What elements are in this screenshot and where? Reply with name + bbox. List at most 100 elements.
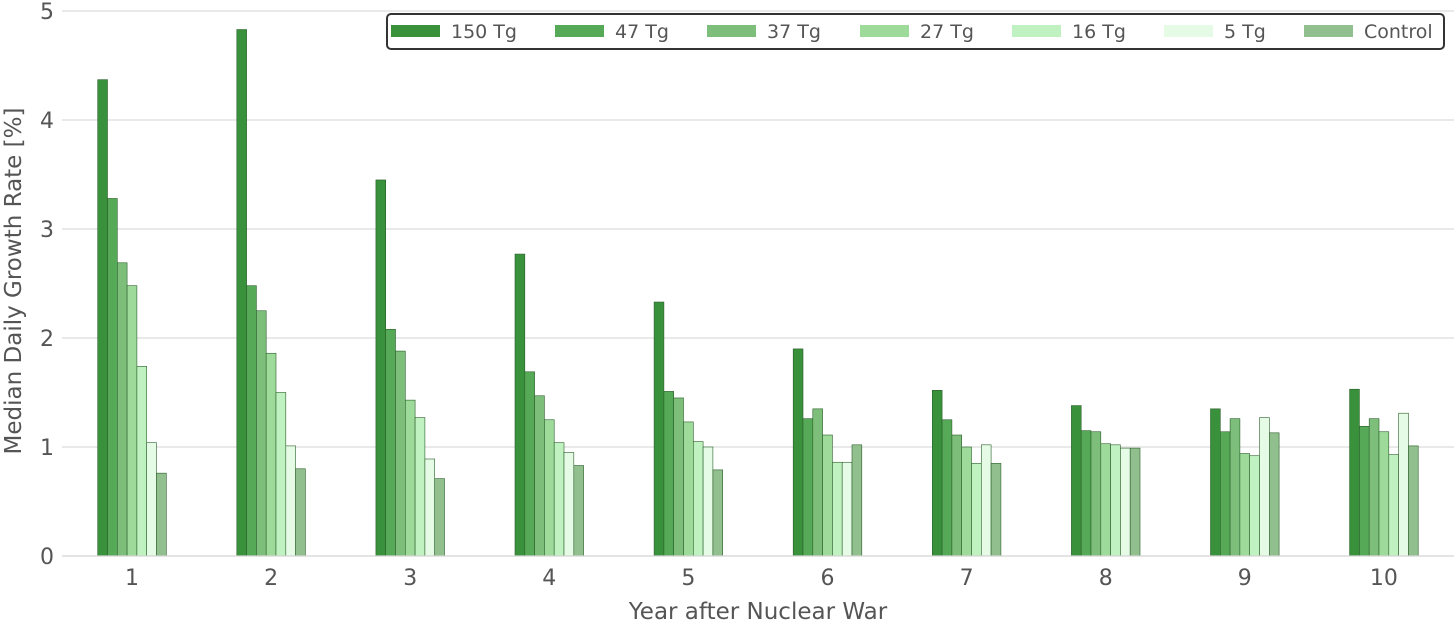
bar (265, 352, 277, 557)
bar-group-year-3 (375, 179, 445, 557)
bar (702, 446, 714, 557)
bar (1229, 418, 1241, 557)
bar-group-year-2 (236, 29, 306, 557)
bar (673, 397, 684, 557)
bar (1100, 443, 1111, 557)
bar (107, 198, 118, 557)
bar (1080, 430, 1092, 557)
bar (951, 434, 963, 557)
bar (385, 328, 396, 557)
bar (563, 452, 575, 557)
bar (653, 301, 665, 557)
bar (424, 458, 435, 557)
bar (1349, 388, 1360, 557)
bar (236, 29, 247, 557)
y-tick-label: 5 (40, 0, 54, 25)
bar (404, 399, 416, 557)
bar (832, 461, 843, 557)
bar-group-year-4 (514, 253, 584, 557)
legend-entry: 5 Tg (1164, 21, 1266, 43)
bar (97, 79, 108, 557)
bar (275, 392, 287, 557)
x-tick-label: 4 (542, 566, 556, 591)
x-tick-label: 9 (1238, 566, 1252, 591)
bar (146, 442, 157, 557)
bar (812, 408, 823, 557)
bar-group-year-7 (931, 390, 1002, 557)
bar (524, 371, 535, 557)
bar-group-year-5 (653, 301, 724, 557)
bar (990, 463, 1002, 557)
legend-entry: 16 Tg (1012, 21, 1126, 43)
bar (156, 472, 167, 557)
legend-swatch (860, 25, 909, 37)
bar (1071, 405, 1082, 557)
bar (246, 285, 257, 557)
bar (1220, 431, 1231, 557)
bar (802, 418, 814, 557)
bar (1368, 418, 1380, 557)
bar (941, 419, 953, 557)
bar (1259, 417, 1270, 557)
x-tick-label: 2 (264, 566, 278, 591)
x-tick-label: 1 (125, 566, 139, 591)
legend-swatch (1164, 25, 1213, 37)
y-tick-labels: 0 1 2 3 4 5 (40, 0, 54, 570)
bar (1269, 432, 1280, 557)
bar (980, 444, 992, 557)
bar (1110, 444, 1121, 557)
bar-group-year-9 (1210, 408, 1280, 557)
bar (117, 262, 128, 557)
bar (1120, 447, 1131, 557)
legend-entry: 37 Tg (707, 21, 821, 43)
bar (395, 350, 406, 557)
bar (553, 442, 565, 557)
legend-swatch (555, 25, 604, 37)
legend-swatch (1304, 25, 1353, 37)
legend: 150 Tg 47 Tg 37 Tg 27 Tg 16 Tg 5 Tg Control (386, 13, 1445, 50)
x-tick-label: 10 (1370, 566, 1398, 591)
x-axis-label: Year after Nuclear War (628, 599, 888, 623)
bar-group-year-8 (1071, 405, 1141, 557)
bar (961, 446, 972, 557)
y-axis-label: Median Daily Growth Rate [%] (1, 108, 27, 455)
bar (544, 419, 555, 557)
x-tick-label: 6 (821, 566, 835, 591)
legend-label: Control (1364, 21, 1433, 43)
x-tick-label: 5 (681, 566, 695, 591)
bar (712, 469, 724, 557)
legend-label: 5 Tg (1224, 21, 1266, 43)
bar (256, 310, 267, 557)
bar (851, 444, 863, 557)
legend-label: 27 Tg (920, 21, 974, 43)
bar (1249, 455, 1260, 557)
bar (573, 465, 584, 557)
legend-label: 37 Tg (767, 21, 821, 43)
legend-swatch (391, 25, 440, 37)
bar (285, 445, 296, 557)
legend-frame (386, 13, 1445, 50)
x-tick-label: 7 (960, 566, 974, 591)
bar (414, 417, 426, 557)
bar (1378, 431, 1390, 557)
bar (1408, 445, 1419, 557)
legend-entry: Control (1304, 21, 1433, 43)
legend-label: 16 Tg (1072, 21, 1126, 43)
bar (692, 441, 704, 557)
bar (434, 478, 445, 557)
bar-group-year-10 (1349, 388, 1419, 557)
bar (1388, 454, 1399, 557)
bar (971, 463, 982, 557)
bar (1398, 412, 1409, 557)
bar (126, 285, 138, 557)
legend-swatch (707, 25, 756, 37)
bar (534, 395, 545, 557)
legend-entry: 27 Tg (860, 21, 974, 43)
bar (1129, 447, 1141, 557)
y-tick-label: 3 (40, 218, 54, 243)
bar-group-year-1 (97, 79, 167, 557)
bar (1239, 453, 1251, 557)
bars (97, 29, 1419, 557)
x-tick-labels: 1 2 3 4 5 6 7 8 9 10 (125, 566, 1398, 591)
